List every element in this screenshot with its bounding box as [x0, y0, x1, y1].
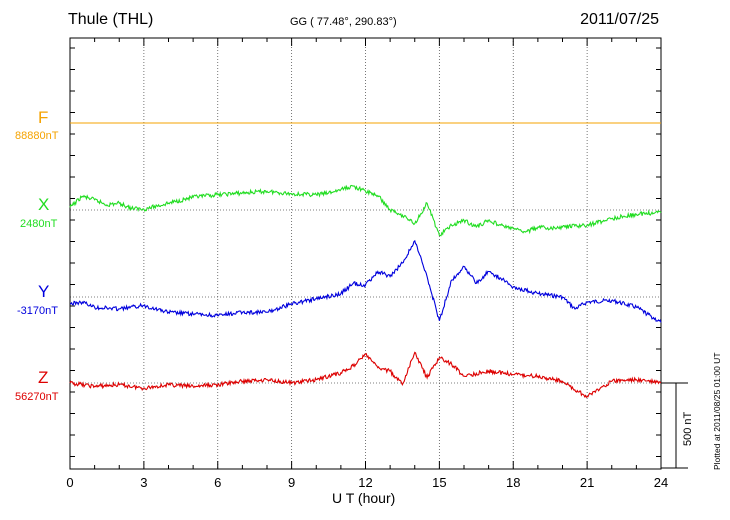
scale-bar [661, 382, 688, 469]
x-tick-label: 6 [214, 475, 221, 490]
series-line-z [69, 351, 662, 399]
x-tick-label: 0 [66, 475, 73, 490]
x-tick-label: 15 [432, 475, 446, 490]
component-z-letter: Z [38, 368, 49, 387]
component-f-baseline: 88880nT [15, 130, 59, 142]
x-axis: 0 3 6 9 12 15 18 21 24 [66, 38, 668, 490]
scale-bar-label: 500 nT [682, 411, 694, 446]
x-tick-label: 24 [654, 475, 668, 490]
x-tick-label: 18 [506, 475, 520, 490]
series-layer [69, 122, 662, 399]
component-x-baseline: 2480nT [20, 218, 58, 230]
component-z-baseline: 56270nT [15, 391, 59, 403]
coordinates-label: GG ( 77.48°, 290.83°) [290, 16, 397, 28]
station-title: Thule (THL) [68, 11, 154, 28]
series-line-x [69, 184, 662, 237]
x-tick-label: 3 [140, 475, 147, 490]
date-label: 2011/07/25 [580, 11, 659, 28]
x-axis-label: U T (hour) [332, 490, 396, 506]
x-tick-label: 21 [580, 475, 594, 490]
component-y-baseline: -3170nT [17, 305, 58, 317]
x-tick-label: 9 [288, 475, 295, 490]
grid [70, 38, 661, 469]
x-tick-label: 12 [358, 475, 372, 490]
series-line-y [70, 239, 662, 323]
component-x-letter: X [38, 195, 50, 214]
component-f-letter: F [38, 108, 49, 127]
component-y-letter: Y [38, 282, 50, 301]
plotted-timestamp: Plotted at 2011/08/25 01:00 UT [712, 352, 722, 470]
